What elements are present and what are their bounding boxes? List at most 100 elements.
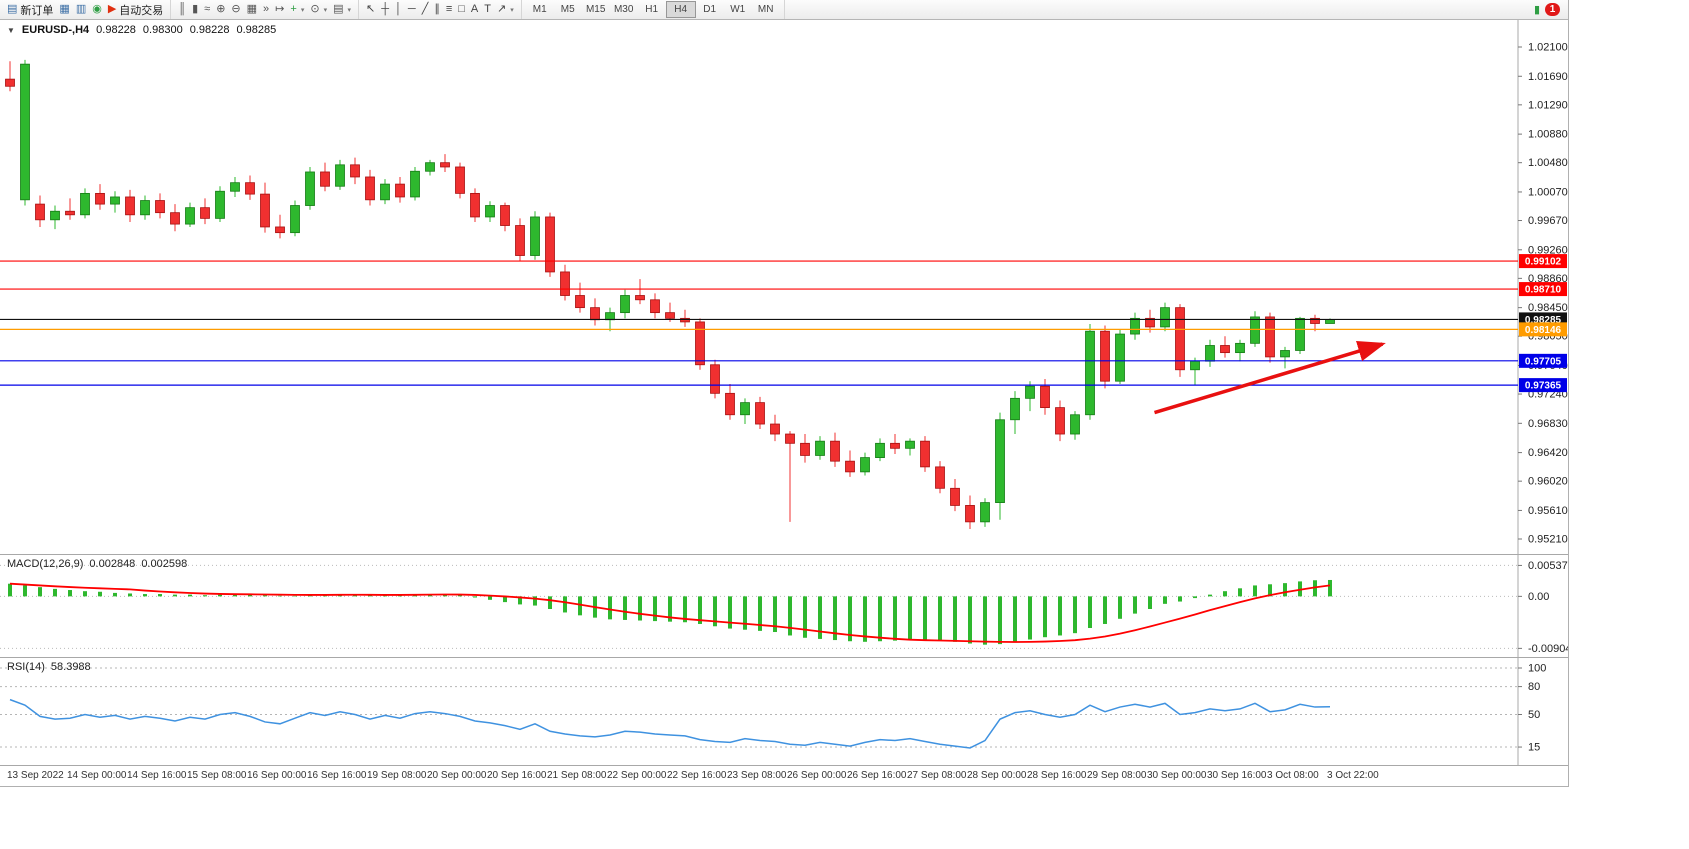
- macd-panel[interactable]: 0.005378 0.00 -0.009043: [0, 554, 1568, 658]
- channel-icon: ∥: [434, 3, 440, 15]
- shapes-icon: □: [458, 3, 465, 15]
- bar-chart-icon[interactable]: ║: [175, 1, 189, 18]
- svg-text:1.02100: 1.02100: [1528, 42, 1568, 54]
- indicators-icon[interactable]: + ▾: [287, 1, 307, 18]
- time-label: 20 Sep 16:00: [487, 770, 547, 781]
- dropdown-caret-icon: ▾: [347, 6, 351, 14]
- text-label-icon: T: [484, 3, 491, 15]
- zoom-in-icon[interactable]: ⊕: [213, 1, 228, 18]
- text-icon: A: [470, 3, 479, 15]
- timeframe-h1-button[interactable]: H1: [645, 4, 659, 15]
- chart-shift-icon: ↦: [275, 3, 285, 15]
- one-click-trading-toggle[interactable]: ▼: [7, 25, 15, 35]
- rsi-title: RSI(14): [7, 661, 45, 673]
- svg-text:0.96420: 0.96420: [1528, 447, 1568, 459]
- arrow-tools-icon: ↗: [496, 3, 507, 15]
- candlestick-chart-icon[interactable]: ▮: [189, 1, 201, 18]
- templates-icon[interactable]: ▤ ▾: [330, 1, 354, 18]
- time-label: 3 Oct 08:00: [1267, 770, 1319, 781]
- vertical-line-icon[interactable]: │: [392, 1, 405, 18]
- svg-text:0.99102: 0.99102: [1525, 257, 1562, 268]
- periods-icon: ⊙: [310, 3, 320, 15]
- new-order-button[interactable]: ▤ 新订单: [4, 1, 56, 18]
- svg-text:80: 80: [1528, 681, 1540, 693]
- timeframe-h4-button[interactable]: H4: [665, 1, 696, 18]
- time-label: 30 Sep 16:00: [1207, 770, 1267, 781]
- time-label: 26 Sep 16:00: [847, 770, 907, 781]
- timeframe-m1-button[interactable]: M1: [532, 4, 547, 15]
- vertical-line-icon: │: [395, 3, 402, 15]
- periods-icon[interactable]: ⊙ ▾: [307, 1, 330, 18]
- svg-text:50: 50: [1528, 709, 1540, 721]
- tile-windows-icon[interactable]: ▦: [244, 1, 260, 18]
- channel-icon[interactable]: ∥: [431, 1, 443, 18]
- time-label: 29 Sep 08:00: [1087, 770, 1147, 781]
- zoom-in-icon: ⊕: [216, 3, 226, 15]
- new-order-icon: ▤: [7, 3, 18, 15]
- line-chart-icon: ≈: [204, 3, 211, 15]
- time-label: 30 Sep 00:00: [1147, 770, 1207, 781]
- timeframe-m15-button[interactable]: M15: [585, 4, 606, 15]
- toolbar-group-1: ▤ 新订单 ▦ ▥ ◉ ▶ 自动交易: [0, 0, 172, 19]
- main-chart-canvas[interactable]: 1.02100 1.01690 1.01290 1.00880 1.00480 1.000…: [0, 19, 1568, 554]
- horizontal-line-icon[interactable]: ─: [405, 1, 419, 18]
- svg-text:0.00: 0.00: [1528, 591, 1549, 603]
- toolbar-right: ▮ 1: [1534, 3, 1568, 16]
- text-icon[interactable]: A: [468, 1, 481, 18]
- svg-text:1.00070: 1.00070: [1528, 186, 1568, 198]
- auto-trading-button[interactable]: ▶ 自动交易: [105, 1, 166, 18]
- market-watch-icon: ▥: [75, 3, 87, 15]
- svg-text:0.96830: 0.96830: [1528, 418, 1568, 430]
- text-label-icon[interactable]: T: [481, 1, 494, 18]
- dropdown-caret-icon: ▾: [300, 6, 305, 14]
- svg-text:-0.009043: -0.009043: [1528, 643, 1568, 655]
- auto-scroll-icon[interactable]: »: [260, 1, 272, 18]
- svg-text:15: 15: [1528, 742, 1540, 754]
- time-label: 28 Sep 00:00: [967, 770, 1027, 781]
- ohlc-high: 0.98300: [142, 24, 183, 36]
- chart-title: ▼ EURUSD-,H4 0.98228 0.98300 0.98228 0.9…: [7, 24, 276, 36]
- svg-text:0.95210: 0.95210: [1528, 534, 1568, 546]
- time-label: 22 Sep 00:00: [607, 770, 667, 781]
- macd-signal-value: 0.002598: [141, 558, 188, 570]
- trendline-icon[interactable]: ╱: [419, 1, 432, 18]
- templates-icon: ▤: [333, 3, 344, 15]
- mt4-window: ▤ 新订单 ▦ ▥ ◉ ▶ 自动交易 ║ ▮ ≈ ⊕ ⊖ ▦» ↦ + ▾ ⊙ ▾ ▤ ▾ ↖ ┼ │ ─ ╱ ∥ ≡ □ A T ↗ ▾ M1…: [0, 0, 1569, 787]
- auto-scroll-icon: »: [263, 3, 270, 15]
- support-icon[interactable]: ◉: [89, 1, 105, 18]
- chart-shift-icon[interactable]: ↦: [272, 1, 287, 18]
- svg-text:0.97365: 0.97365: [1525, 381, 1562, 392]
- mini-quotes-icon[interactable]: ▮: [1533, 4, 1540, 16]
- rsi-panel[interactable]: 100 80 50 15: [0, 657, 1568, 766]
- timeframe-m5-button[interactable]: M5: [560, 4, 575, 15]
- time-label: 20 Sep 00:00: [427, 770, 487, 781]
- time-label: 14 Sep 00:00: [67, 770, 127, 781]
- svg-text:1.00880: 1.00880: [1528, 129, 1568, 141]
- time-label: 15 Sep 08:00: [187, 770, 247, 781]
- timeframe-mn-button[interactable]: MN: [757, 4, 774, 15]
- fibonacci-icon[interactable]: ≡: [443, 1, 455, 18]
- shapes-icon[interactable]: □: [455, 1, 468, 18]
- chart-window-icon[interactable]: ▦: [56, 1, 72, 18]
- svg-text:0.96020: 0.96020: [1528, 476, 1568, 488]
- crosshair-icon[interactable]: ┼: [378, 1, 392, 18]
- timeframe-m30-button[interactable]: M30: [613, 4, 634, 15]
- svg-text:0.99260: 0.99260: [1528, 244, 1568, 256]
- candlestick-chart-icon: ▮: [192, 3, 199, 15]
- timeframe-group: M1 M5 M15 M30 H1 H4 D1 W1 MN: [522, 0, 785, 19]
- zoom-out-icon[interactable]: ⊖: [228, 1, 243, 18]
- time-label: 16 Sep 16:00: [307, 770, 367, 781]
- toolbar-group-3: ↖ ┼ │ ─ ╱ ∥ ≡ □ A T ↗ ▾: [359, 0, 522, 19]
- time-label: 22 Sep 16:00: [667, 770, 727, 781]
- time-axis[interactable]: 13 Sep 2022 14 Sep 00:00 14 Sep 16:00 15 Se…: [0, 765, 1568, 786]
- market-watch-icon[interactable]: ▥: [73, 1, 89, 18]
- timeframe-d1-button[interactable]: D1: [703, 4, 717, 15]
- timeframe-w1-button[interactable]: W1: [730, 4, 746, 15]
- cursor-icon[interactable]: ↖: [363, 1, 378, 18]
- price-axis[interactable]: [1518, 19, 1568, 765]
- notification-badge[interactable]: 1: [1545, 3, 1560, 16]
- svg-text:0.98146: 0.98146: [1525, 325, 1562, 336]
- arrow-tools-icon[interactable]: ↗ ▾: [494, 1, 517, 18]
- line-chart-icon[interactable]: ≈: [201, 1, 213, 18]
- macd-title: MACD(12,26,9): [7, 558, 84, 570]
